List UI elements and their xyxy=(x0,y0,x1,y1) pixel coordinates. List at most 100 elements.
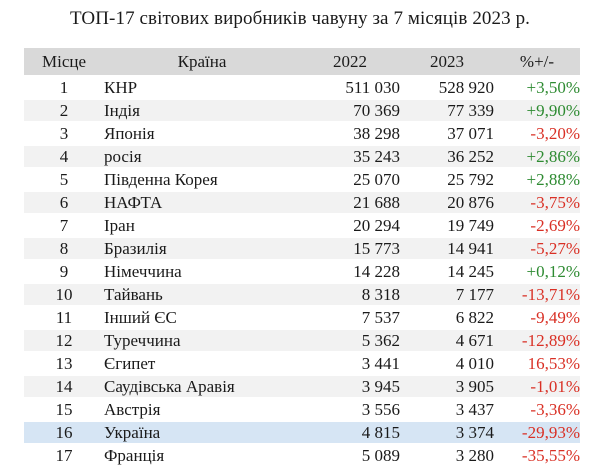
cell-rank: 1 xyxy=(59,78,69,97)
cell-rank: 7 xyxy=(59,216,69,235)
cell-2022: 7 537 xyxy=(361,308,400,327)
cell-change: -9,49% xyxy=(530,308,580,327)
cell-2022: 4 815 xyxy=(300,422,400,443)
cell-country: НАФТА xyxy=(104,192,300,213)
table-row: 4 росія 35 243 36 252 +2,86% xyxy=(24,146,580,167)
cell-country: КНР xyxy=(104,78,138,97)
table-row: 1 КНР 511 030 528 920 +3,50% xyxy=(24,77,580,98)
cell-country: росія xyxy=(104,146,300,167)
cell-rank: 14 xyxy=(24,376,104,397)
cell-rank: 13 xyxy=(55,354,73,373)
header-row: Місце Країна 2022 2023 %+/- xyxy=(24,48,580,75)
cell-2023: 4 671 xyxy=(400,330,494,351)
table-title: ТОП-17 світових виробників чавуну за 7 м… xyxy=(69,8,531,29)
cell-change: -2,69% xyxy=(530,216,580,235)
cell-country: Інший ЄС xyxy=(104,308,177,327)
cell-country: Саудівська Аравія xyxy=(104,376,300,397)
table-body: 1 КНР 511 030 528 920 +3,50% 2 Індія 70 369 77 3… xyxy=(24,77,580,466)
table-row: 15 Австрія 3 556 3 437 -3,36% xyxy=(24,399,581,420)
cell-2023: 4 010 xyxy=(455,354,494,373)
table-row: 8 Бразилія 15 773 14 941 -5,27% xyxy=(24,238,580,259)
header-change: %+/- xyxy=(494,48,580,75)
cell-2023: 36 252 xyxy=(400,146,494,167)
cell-rank: 11 xyxy=(55,308,73,327)
cell-2023: 528 920 xyxy=(438,78,494,97)
cell-2023: 3 905 xyxy=(400,376,494,397)
cell-rank: 4 xyxy=(24,146,104,167)
cell-country: Японія xyxy=(104,124,155,143)
table-row: 7 Іран 20 294 19 749 -2,69% xyxy=(24,215,580,236)
cell-country: Бразилія xyxy=(104,238,300,259)
cell-2022: 38 298 xyxy=(353,124,400,143)
cell-2022: 70 369 xyxy=(300,100,400,121)
cell-rank: 10 xyxy=(24,284,104,305)
table-row: 16 Україна 4 815 3 374 -29,93% xyxy=(24,422,580,443)
table-row: 11 Інший ЄС 7 537 6 822 -9,49% xyxy=(24,307,580,328)
cell-country: Іран xyxy=(104,216,135,235)
cell-rank: 12 xyxy=(24,330,104,351)
cell-country: Тайвань xyxy=(104,284,300,305)
cell-change: 16,53% xyxy=(527,354,580,373)
cell-rank: 6 xyxy=(24,192,104,213)
cell-2023: 77 339 xyxy=(400,100,494,121)
cell-2022: 21 688 xyxy=(300,192,400,213)
table-row: 13 Єгипет 3 441 4 010 16,53% xyxy=(24,353,581,374)
cell-2022: 5 089 xyxy=(361,446,400,465)
cell-2023: 3 374 xyxy=(400,422,494,443)
table-row: 3 Японія 38 298 37 071 -3,20% xyxy=(24,123,580,144)
cell-change: +0,12% xyxy=(526,262,581,281)
table-row: 9 Німеччина 14 228 14 245 +0,12% xyxy=(24,261,580,282)
cell-change: -35,55% xyxy=(521,446,580,465)
cell-2022: 511 030 xyxy=(345,78,400,97)
table-row: 6 НАФТА 21 688 20 876 -3,75% xyxy=(24,192,580,213)
table-row: 14 Саудівська Аравія 3 945 3 905 -1,01% xyxy=(24,376,580,397)
cell-change: +3,50% xyxy=(526,78,581,97)
cell-rank: 16 xyxy=(24,422,104,443)
cell-change: -1,01% xyxy=(494,376,580,397)
cell-country: Південна Корея xyxy=(104,170,218,189)
table-row: 10 Тайвань 8 318 7 177 -13,71% xyxy=(24,284,580,305)
cell-rank: 17 xyxy=(55,446,73,465)
cell-2023: 6 822 xyxy=(455,308,494,327)
table-row: 2 Індія 70 369 77 339 +9,90% xyxy=(24,100,580,121)
cell-rank: 3 xyxy=(59,124,69,143)
cell-2022: 3 945 xyxy=(300,376,400,397)
cell-change: +2,86% xyxy=(494,146,580,167)
cell-rank: 2 xyxy=(24,100,104,121)
table-row: 12 Туреччина 5 362 4 671 -12,89% xyxy=(24,330,580,351)
cell-2022: 8 318 xyxy=(300,284,400,305)
cell-rank: 5 xyxy=(59,170,69,189)
cell-rank: 9 xyxy=(59,262,69,281)
cell-2023: 20 876 xyxy=(400,192,494,213)
cell-2022: 15 773 xyxy=(300,238,400,259)
cell-2023: 19 749 xyxy=(447,216,494,235)
cell-2023: 3 280 xyxy=(455,446,494,465)
cell-2022: 5 362 xyxy=(300,330,400,351)
header-rank: Місце xyxy=(24,48,104,75)
cell-2023: 7 177 xyxy=(400,284,494,305)
cell-change: -13,71% xyxy=(494,284,580,305)
cell-country: Франція xyxy=(104,446,165,465)
cell-change: +2,88% xyxy=(526,170,581,189)
cell-change: -29,93% xyxy=(494,422,580,443)
cell-2022: 3 441 xyxy=(361,354,400,373)
cell-country: Німеччина xyxy=(104,262,182,281)
cell-change: +9,90% xyxy=(494,100,580,121)
production-table: Місце Країна 2022 2023 %+/- 1 КНР 511 030 5… xyxy=(24,46,580,468)
cell-country: Україна xyxy=(104,422,300,443)
cell-country: Австрія xyxy=(104,400,161,419)
cell-change: -3,20% xyxy=(530,124,580,143)
cell-2023: 37 071 xyxy=(447,124,494,143)
cell-country: Індія xyxy=(104,100,300,121)
cell-2023: 14 941 xyxy=(400,238,494,259)
cell-2022: 14 228 xyxy=(353,262,400,281)
cell-change: -3,75% xyxy=(494,192,580,213)
cell-2023: 14 245 xyxy=(447,262,494,281)
cell-2022: 25 070 xyxy=(353,170,400,189)
cell-country: Туреччина xyxy=(104,330,300,351)
cell-2022: 20 294 xyxy=(353,216,400,235)
cell-change: -3,36% xyxy=(530,400,580,419)
cell-2022: 3 556 xyxy=(361,400,400,419)
header-2023: 2023 xyxy=(400,48,494,75)
